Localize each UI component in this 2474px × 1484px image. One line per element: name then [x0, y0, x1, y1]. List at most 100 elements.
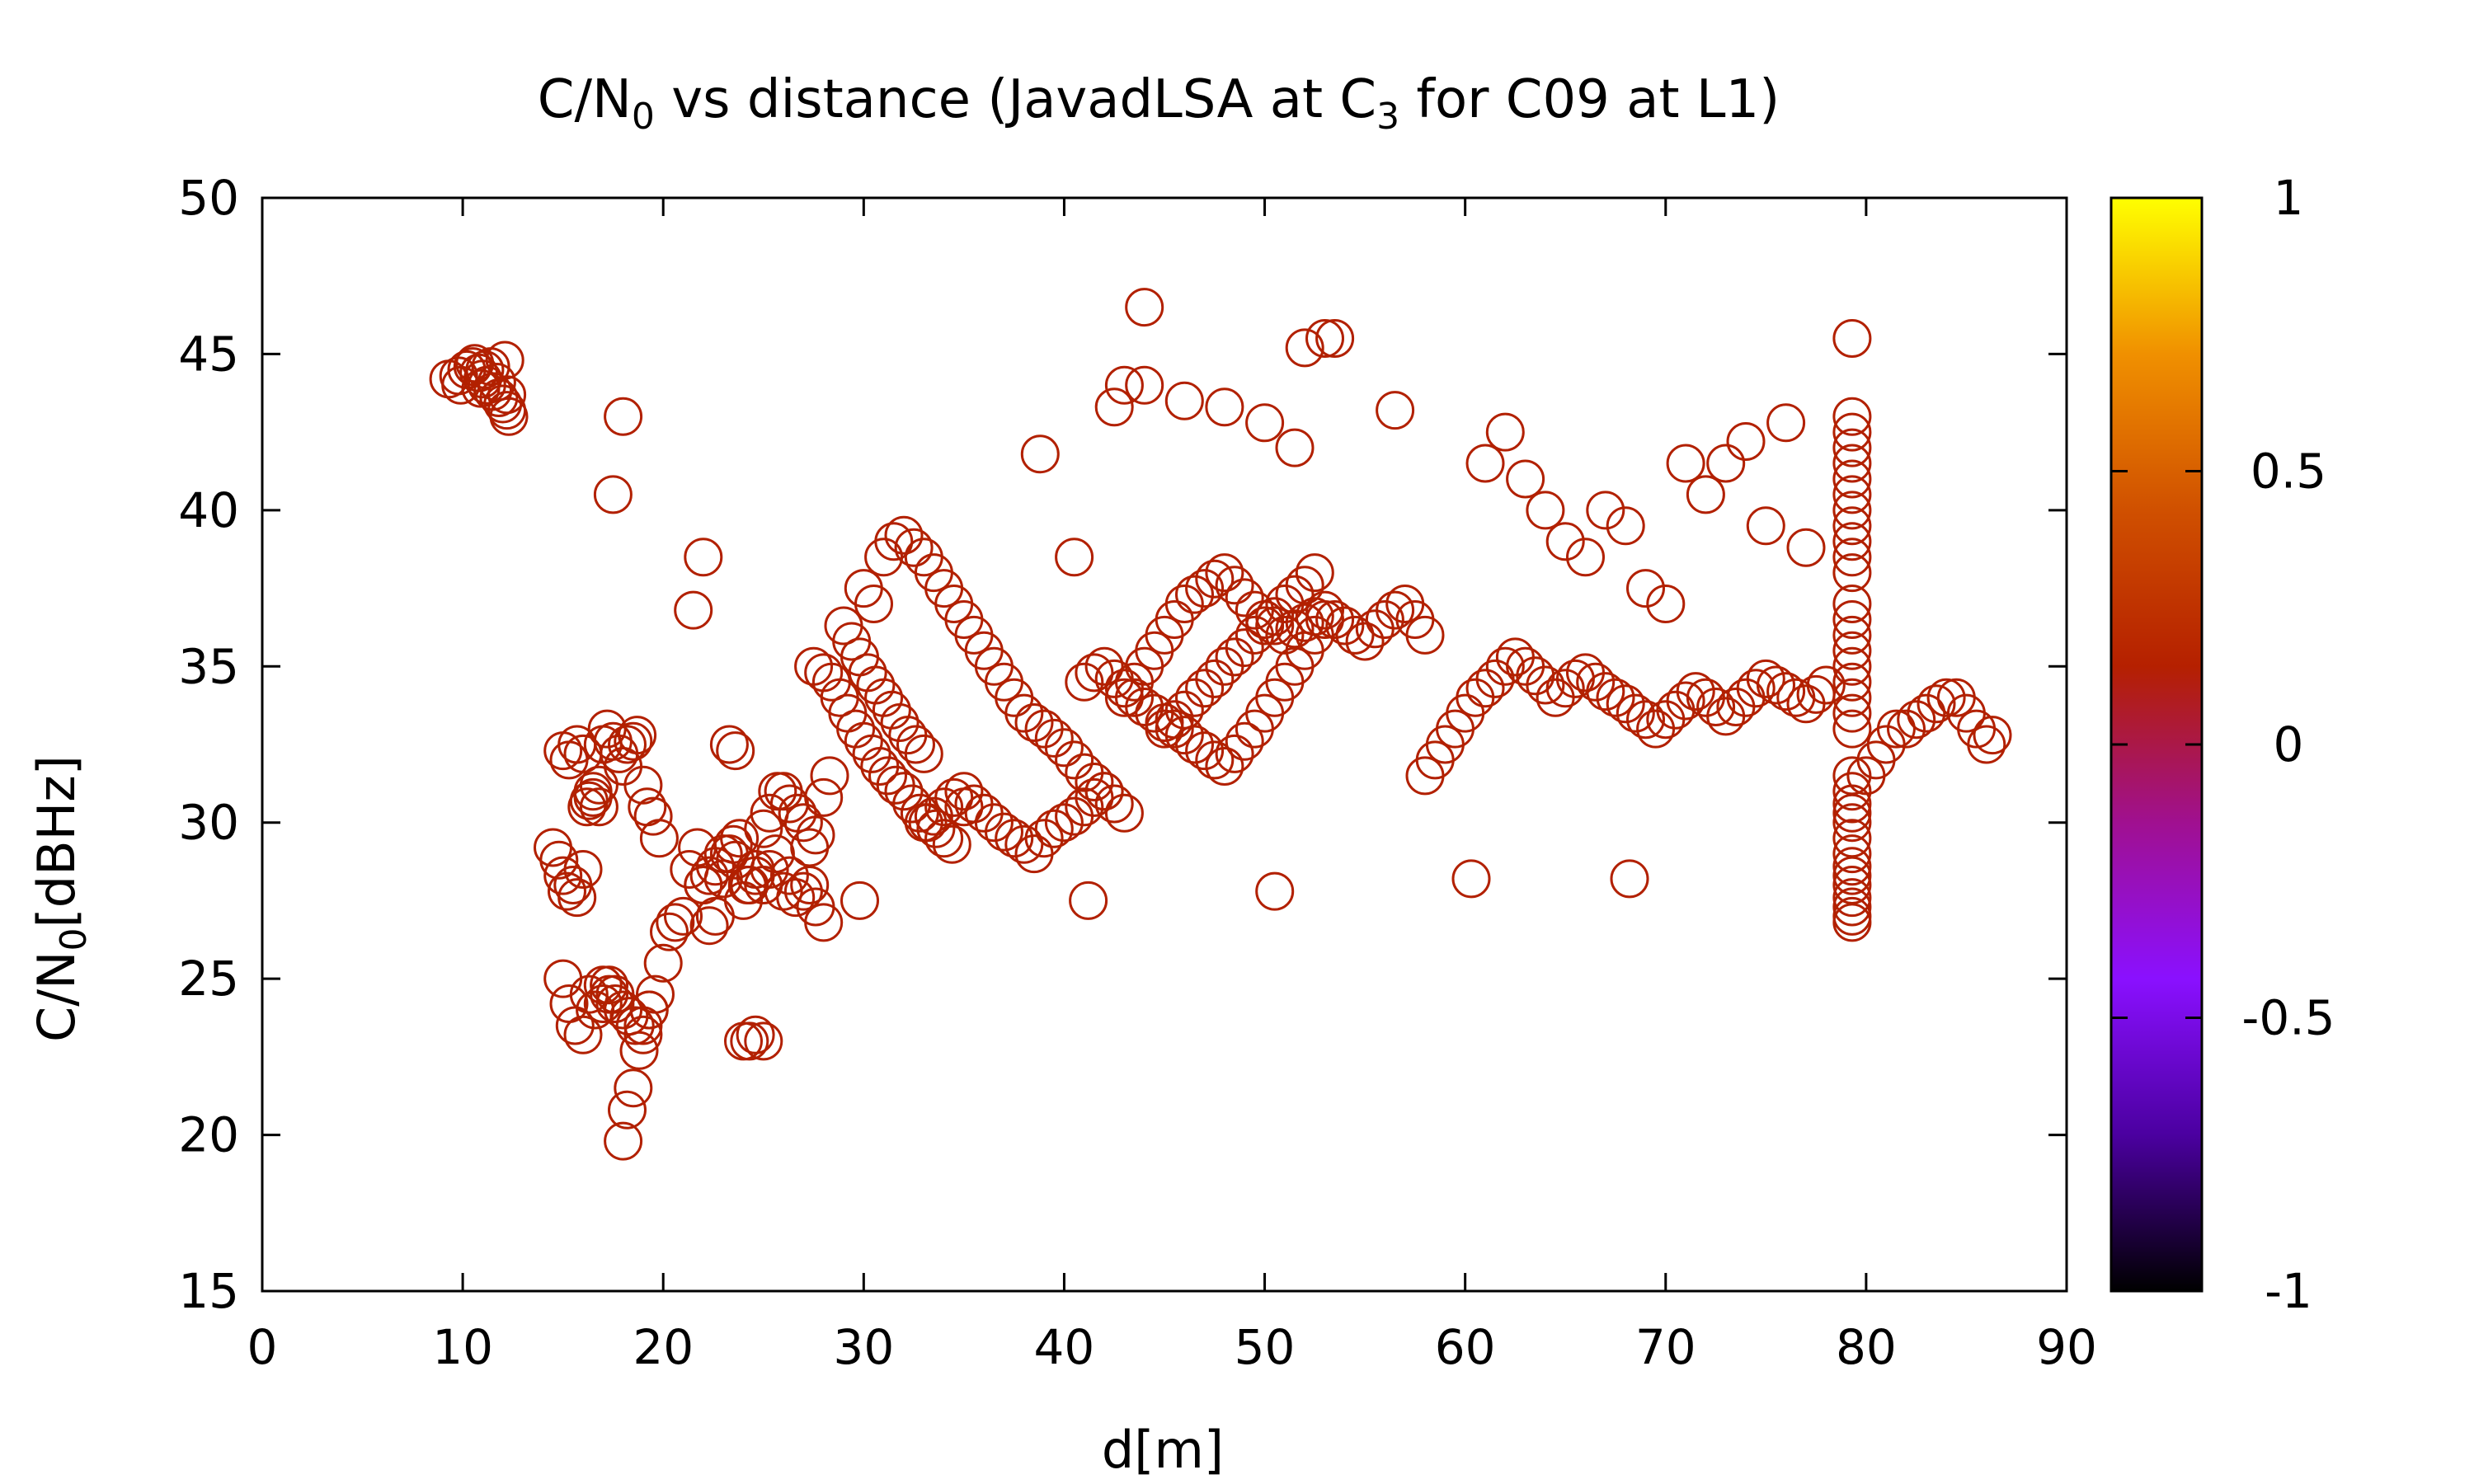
data-points: [429, 288, 2012, 1161]
data-point: [608, 1090, 647, 1129]
data-point: [604, 1121, 643, 1161]
data-point: [1315, 600, 1355, 639]
data-point: [884, 772, 924, 811]
data-point: [569, 974, 609, 1014]
colorbar-tick-label: -0.5: [2241, 990, 2335, 1046]
data-point: [629, 990, 669, 1030]
data-point: [1164, 690, 1204, 730]
x-tick-label: 20: [633, 1319, 694, 1375]
data-point: [1075, 653, 1114, 693]
data-point: [1832, 887, 1872, 927]
data-point: [1255, 597, 1295, 636]
data-point: [689, 906, 729, 946]
data-point: [932, 824, 971, 864]
data-point: [1185, 731, 1225, 771]
data-point: [1485, 646, 1525, 686]
data-point: [1606, 506, 1645, 546]
data-point: [1832, 428, 1872, 467]
colorbar-tick-label: 0.5: [2251, 444, 2326, 500]
data-point: [1155, 709, 1194, 749]
data-point: [1164, 585, 1204, 623]
data-point: [1832, 896, 1872, 936]
data-point: [1832, 522, 1872, 561]
data-point: [804, 777, 844, 817]
data-point: [884, 515, 924, 555]
data-point: [684, 538, 723, 577]
data-point: [924, 787, 964, 827]
data-point: [590, 965, 629, 1005]
data-point: [674, 590, 713, 630]
data-point: [583, 984, 623, 1023]
data-point: [783, 803, 823, 843]
data-point: [1451, 859, 1491, 899]
data-point: [573, 772, 613, 811]
data-point: [1164, 381, 1204, 420]
data-point: [1766, 403, 1806, 443]
data-point: [689, 856, 729, 895]
data-point: [1907, 693, 1946, 733]
data-point: [894, 528, 934, 567]
data-point: [1305, 590, 1344, 630]
data-point: [1255, 871, 1295, 911]
data-point: [1185, 569, 1225, 608]
data-point: [1104, 365, 1144, 405]
axis-ticks: 0 10 20 30 40 50 60 70 80 90 15 20 25 30 35 40 45 50: [178, 170, 2097, 1375]
y-tick-label: 20: [178, 1107, 239, 1163]
data-point: [1345, 622, 1385, 661]
data-point: [904, 803, 943, 843]
data-point: [623, 1006, 663, 1045]
data-point: [974, 803, 1014, 843]
data-point: [1526, 665, 1565, 705]
data-point: [1832, 319, 1872, 358]
data-point: [1094, 784, 1134, 824]
data-point: [736, 850, 775, 889]
data-point: [1185, 669, 1225, 708]
data-point: [1832, 585, 1872, 623]
data-point: [1055, 538, 1094, 577]
y-tick-label: 25: [178, 951, 239, 1007]
data-point: [1626, 700, 1665, 740]
data-point: [1666, 681, 1705, 721]
data-point: [656, 903, 695, 942]
data-point: [750, 850, 789, 889]
data-point: [1075, 777, 1114, 817]
data-point: [1832, 444, 1872, 483]
data-point: [548, 871, 586, 911]
data-point: [1125, 365, 1164, 405]
data-point: [1646, 585, 1686, 623]
data-point: [1832, 459, 1872, 499]
data-point: [880, 703, 920, 742]
data-point: [1225, 721, 1264, 761]
data-point: [614, 1068, 653, 1108]
data-point: [1726, 422, 1766, 461]
data-point: [618, 716, 657, 755]
data-point: [995, 819, 1034, 858]
data-point: [1376, 590, 1415, 630]
data-point: [1526, 491, 1565, 530]
data-point: [716, 731, 755, 771]
data-point: [1195, 740, 1235, 780]
data-point: [608, 725, 647, 764]
data-point: [1275, 609, 1315, 649]
data-point: [1686, 475, 1725, 514]
data-point: [1606, 684, 1645, 724]
data-point: [1832, 397, 1872, 436]
data-point: [944, 772, 984, 811]
data-point: [1285, 566, 1324, 605]
data-point: [1746, 506, 1785, 546]
data-point: [1832, 847, 1872, 886]
data-point: [1926, 678, 1966, 717]
data-point: [485, 340, 524, 380]
x-tick-label: 40: [1034, 1319, 1095, 1375]
data-point: [1832, 803, 1872, 843]
data-point: [1832, 662, 1872, 702]
data-point: [1832, 538, 1872, 577]
data-point: [1265, 615, 1305, 655]
data-point: [868, 756, 907, 796]
data-point: [1506, 459, 1545, 499]
data-point: [579, 787, 618, 827]
data-point: [840, 881, 879, 920]
data-point: [557, 878, 597, 918]
